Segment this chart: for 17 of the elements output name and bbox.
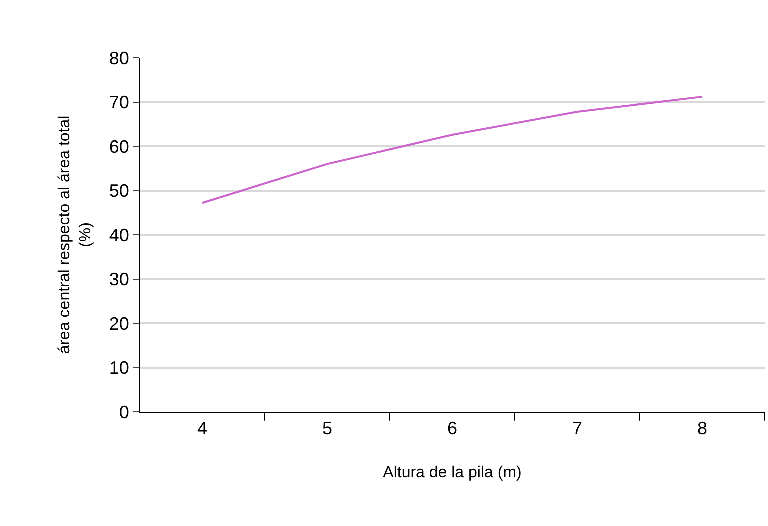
y-tick-label: 10: [109, 358, 130, 378]
line-series: [202, 96, 704, 204]
x-tick-label: 4: [197, 418, 208, 439]
x-tick-label: 8: [697, 418, 708, 439]
y-tick-label: 80: [109, 48, 130, 68]
y-axis-title: área central respecto al área total (%): [56, 116, 94, 354]
y-tick-label: 20: [109, 314, 130, 334]
x-tick-label: 7: [572, 418, 583, 439]
y-tick-label: 40: [109, 225, 130, 246]
x-axis-title: Altura de la pila (m): [383, 464, 522, 482]
x-tick-label: 5: [322, 418, 333, 439]
y-tick-label: 70: [109, 92, 130, 113]
x-tick-label: 6: [447, 418, 458, 439]
y-tick-label: 50: [109, 181, 130, 202]
y-tick-label: 0: [119, 402, 130, 422]
y-tick-label: 30: [109, 270, 130, 290]
y-tick-label: 60: [109, 136, 130, 157]
